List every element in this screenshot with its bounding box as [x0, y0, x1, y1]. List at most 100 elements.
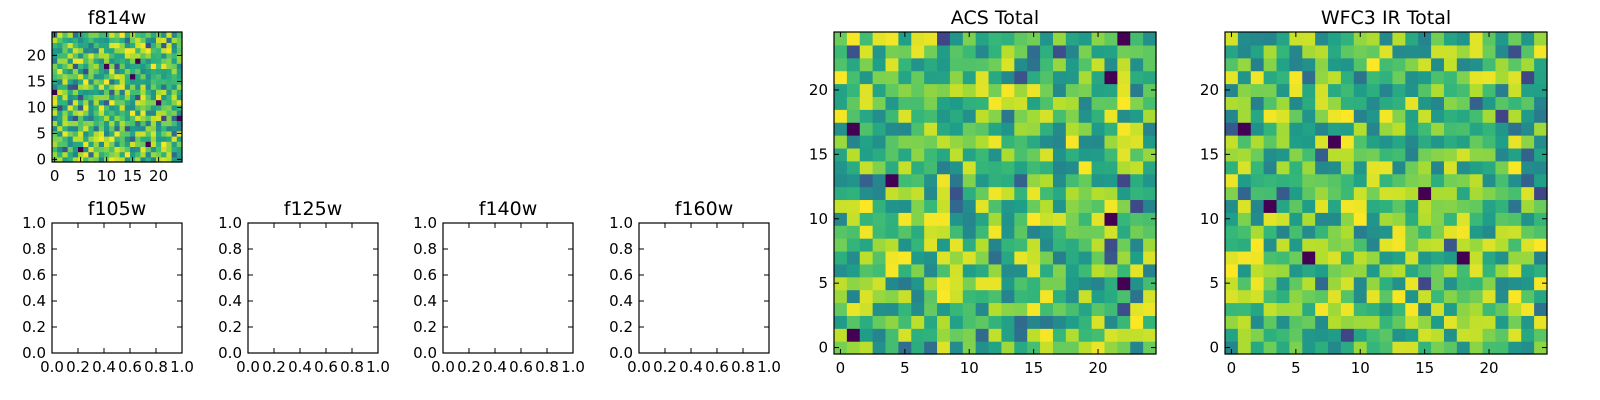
heatmap-cell	[846, 135, 861, 149]
heatmap-cell	[1143, 57, 1157, 72]
heatmap-cell	[171, 32, 178, 38]
heatmap-cell	[1237, 135, 1252, 149]
heatmap-cell	[124, 68, 131, 75]
heatmap-cell	[93, 84, 100, 90]
heatmap-cell	[859, 315, 874, 329]
heatmap-cell	[962, 199, 977, 213]
heatmap-cell	[124, 58, 131, 64]
heatmap-cell	[83, 63, 89, 69]
heatmap-cell	[114, 136, 121, 142]
heatmap-cell	[98, 136, 105, 142]
heatmap-cell	[1418, 32, 1432, 46]
heatmap-cell	[104, 141, 110, 147]
heatmap-cell	[176, 136, 183, 142]
heatmap-cell	[52, 94, 58, 101]
heatmap-cell	[911, 135, 925, 149]
heatmap-cell	[1405, 57, 1419, 72]
heatmap-cell	[135, 68, 141, 75]
heatmap-cell	[937, 276, 951, 291]
heatmap-cell	[1091, 328, 1106, 342]
heatmap-cell	[140, 125, 147, 132]
heatmap-cell	[145, 68, 152, 75]
heatmap-cell	[140, 63, 147, 69]
y-tick-label: 0.6	[218, 266, 242, 284]
heatmap-cell	[67, 58, 74, 64]
heatmap-cell	[1495, 328, 1509, 342]
heatmap-cell	[62, 94, 69, 101]
heatmap-cell	[1052, 147, 1067, 162]
heatmap-cell	[937, 57, 951, 72]
heatmap-cell	[98, 68, 105, 75]
heatmap-cell	[161, 37, 167, 43]
heatmap-cell	[57, 156, 63, 163]
heatmap-cell	[1418, 147, 1432, 162]
heatmap-cell	[1027, 238, 1041, 252]
heatmap-cell	[57, 32, 63, 38]
heatmap-cell	[140, 156, 147, 163]
heatmap-cell	[846, 96, 861, 110]
heatmap-cell	[834, 83, 848, 97]
heatmap-cell	[949, 212, 964, 226]
heatmap-cell	[988, 96, 1003, 110]
heatmap-cell	[1328, 96, 1342, 110]
heatmap-cell	[937, 328, 951, 342]
heatmap-cell	[1027, 289, 1041, 304]
heatmap-cell	[119, 110, 126, 116]
heatmap-cell	[1328, 135, 1342, 149]
heatmap-cell	[109, 37, 115, 43]
heatmap-cell	[1143, 289, 1157, 304]
heatmap-cell	[1302, 96, 1316, 110]
heatmap-cell	[1456, 96, 1471, 110]
heatmap-cell	[124, 151, 131, 158]
heatmap-cell	[62, 37, 69, 43]
heatmap-cell	[1353, 135, 1368, 149]
heatmap-cell	[924, 238, 938, 252]
heatmap-cell	[1534, 83, 1548, 97]
heatmap-cell	[1052, 109, 1067, 123]
heatmap-cell	[109, 156, 115, 163]
heatmap-cell	[1353, 186, 1368, 201]
y-tick-label: 15	[1200, 145, 1219, 163]
heatmap-cell	[98, 125, 105, 132]
heatmap-cell	[88, 47, 95, 54]
heatmap-cell	[150, 99, 157, 106]
heatmap-cell	[1263, 289, 1278, 304]
heatmap-cell	[1143, 276, 1157, 291]
heatmap-cell	[1014, 135, 1028, 149]
heatmap-cell	[1534, 96, 1548, 110]
heatmap-cell	[166, 89, 173, 95]
heatmap-cell	[1027, 250, 1041, 265]
heatmap-cell	[1052, 96, 1067, 110]
heatmap-cell	[1431, 44, 1445, 59]
heatmap-cell	[114, 125, 121, 132]
heatmap-cell	[114, 63, 121, 69]
heatmap-cell	[1495, 160, 1509, 175]
heatmap-cell	[859, 57, 874, 72]
heatmap-cell	[176, 63, 183, 69]
axes-frame	[51, 222, 183, 354]
heatmap-cell	[93, 110, 100, 116]
heatmap-cell	[1052, 250, 1067, 265]
heatmap-cell	[62, 151, 69, 158]
heatmap-cell	[62, 115, 69, 121]
heatmap-cell	[1431, 276, 1445, 291]
heatmap-cell	[1353, 328, 1368, 342]
heatmap-cell	[1431, 160, 1445, 175]
heatmap-cell	[78, 151, 84, 158]
heatmap-cell	[104, 58, 110, 64]
heatmap-cell	[911, 238, 925, 252]
y-tick-label: 0.8	[609, 240, 633, 258]
heatmap-cell	[78, 47, 84, 54]
heatmap-cell	[1405, 147, 1419, 162]
heatmap-cell	[1469, 44, 1484, 59]
heatmap-cell	[166, 141, 173, 147]
x-tick-label: 0.2	[66, 358, 90, 376]
heatmap-cell	[130, 94, 136, 101]
heatmap-cell	[937, 44, 951, 59]
heatmap-cell	[1027, 96, 1041, 110]
heatmap-cell	[1521, 32, 1535, 46]
heatmap-cell	[171, 42, 178, 49]
heatmap-cell	[83, 130, 89, 137]
heatmap-cell	[150, 94, 157, 101]
heatmap-cell	[1495, 135, 1509, 149]
